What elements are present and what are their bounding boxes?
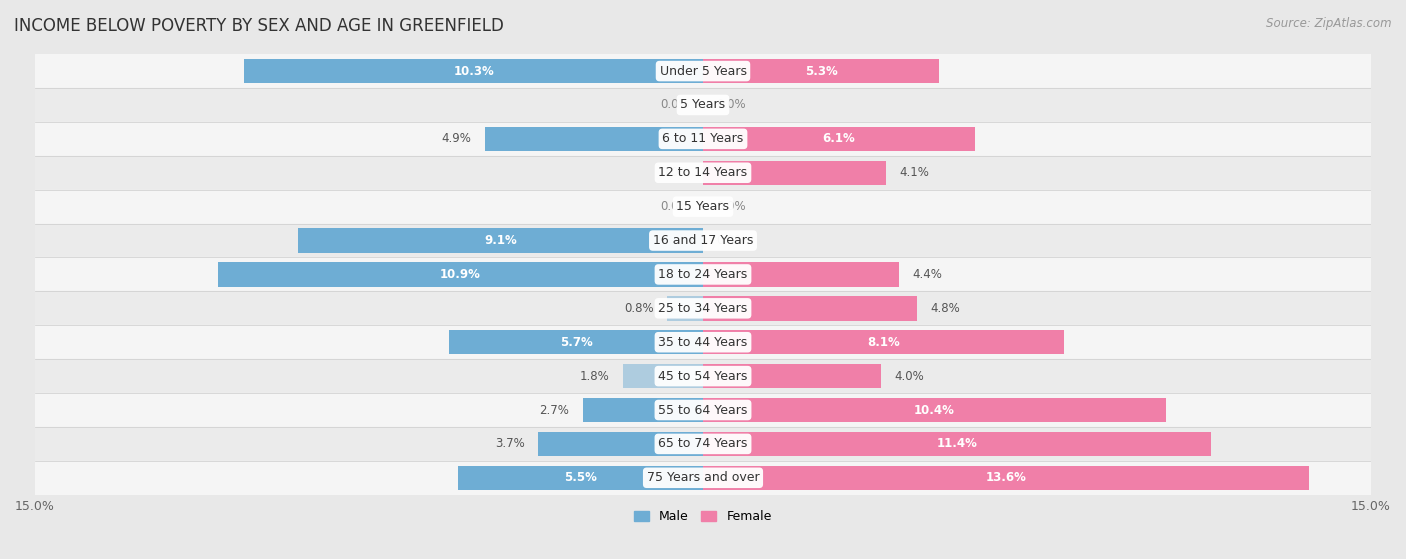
Text: 0.0%: 0.0% — [717, 98, 747, 111]
Text: 0.0%: 0.0% — [717, 234, 747, 247]
Text: 4.8%: 4.8% — [931, 302, 960, 315]
Text: 10.3%: 10.3% — [453, 65, 494, 78]
Text: 13.6%: 13.6% — [986, 471, 1026, 484]
Text: 5.5%: 5.5% — [564, 471, 598, 484]
Text: Under 5 Years: Under 5 Years — [659, 65, 747, 78]
Text: 75 Years and over: 75 Years and over — [647, 471, 759, 484]
Text: 55 to 64 Years: 55 to 64 Years — [658, 404, 748, 416]
Bar — [35, 427, 1371, 461]
Legend: Male, Female: Male, Female — [630, 505, 776, 528]
Bar — [703, 432, 1211, 456]
Bar — [703, 59, 939, 83]
Bar — [245, 59, 703, 83]
Bar — [458, 466, 703, 490]
Text: 18 to 24 Years: 18 to 24 Years — [658, 268, 748, 281]
Bar — [218, 262, 703, 287]
Text: INCOME BELOW POVERTY BY SEX AND AGE IN GREENFIELD: INCOME BELOW POVERTY BY SEX AND AGE IN G… — [14, 17, 503, 35]
Text: 0.8%: 0.8% — [624, 302, 654, 315]
Bar — [35, 190, 1371, 224]
Text: 65 to 74 Years: 65 to 74 Years — [658, 437, 748, 451]
Bar — [35, 88, 1371, 122]
Text: 10.4%: 10.4% — [914, 404, 955, 416]
Text: 45 to 54 Years: 45 to 54 Years — [658, 369, 748, 382]
Bar — [35, 393, 1371, 427]
Text: 4.0%: 4.0% — [894, 369, 924, 382]
Bar — [703, 127, 974, 151]
Text: 0.0%: 0.0% — [717, 200, 747, 213]
Text: 2.7%: 2.7% — [540, 404, 569, 416]
Bar — [703, 398, 1166, 422]
Text: 9.1%: 9.1% — [484, 234, 517, 247]
Bar — [703, 262, 898, 287]
Bar — [35, 224, 1371, 258]
Text: 35 to 44 Years: 35 to 44 Years — [658, 336, 748, 349]
Bar — [35, 325, 1371, 359]
Bar — [623, 364, 703, 389]
Bar — [703, 160, 886, 185]
Text: 8.1%: 8.1% — [868, 336, 900, 349]
Bar — [703, 466, 1309, 490]
Text: 11.4%: 11.4% — [936, 437, 977, 451]
Text: 5.3%: 5.3% — [804, 65, 838, 78]
Text: 3.7%: 3.7% — [495, 437, 524, 451]
Bar — [35, 461, 1371, 495]
Text: 25 to 34 Years: 25 to 34 Years — [658, 302, 748, 315]
Text: 12 to 14 Years: 12 to 14 Years — [658, 166, 748, 179]
Bar — [35, 54, 1371, 88]
Bar — [582, 398, 703, 422]
Bar — [35, 122, 1371, 156]
Bar — [449, 330, 703, 354]
Text: 5.7%: 5.7% — [560, 336, 592, 349]
Text: 0.0%: 0.0% — [659, 98, 689, 111]
Text: 15 Years: 15 Years — [676, 200, 730, 213]
Text: 6 to 11 Years: 6 to 11 Years — [662, 132, 744, 145]
Text: 4.1%: 4.1% — [898, 166, 929, 179]
Text: 1.8%: 1.8% — [579, 369, 609, 382]
Bar — [703, 364, 882, 389]
Bar — [35, 156, 1371, 190]
Text: 0.0%: 0.0% — [659, 166, 689, 179]
Text: 4.4%: 4.4% — [912, 268, 942, 281]
Bar — [668, 296, 703, 320]
Text: 0.0%: 0.0% — [659, 200, 689, 213]
Bar — [298, 228, 703, 253]
Bar — [35, 258, 1371, 291]
Text: 5 Years: 5 Years — [681, 98, 725, 111]
Bar — [35, 291, 1371, 325]
Text: Source: ZipAtlas.com: Source: ZipAtlas.com — [1267, 17, 1392, 30]
Text: 16 and 17 Years: 16 and 17 Years — [652, 234, 754, 247]
Bar — [703, 296, 917, 320]
Text: 10.9%: 10.9% — [440, 268, 481, 281]
Bar — [485, 127, 703, 151]
Bar — [703, 330, 1064, 354]
Text: 4.9%: 4.9% — [441, 132, 471, 145]
Bar — [35, 359, 1371, 393]
Text: 6.1%: 6.1% — [823, 132, 855, 145]
Bar — [538, 432, 703, 456]
